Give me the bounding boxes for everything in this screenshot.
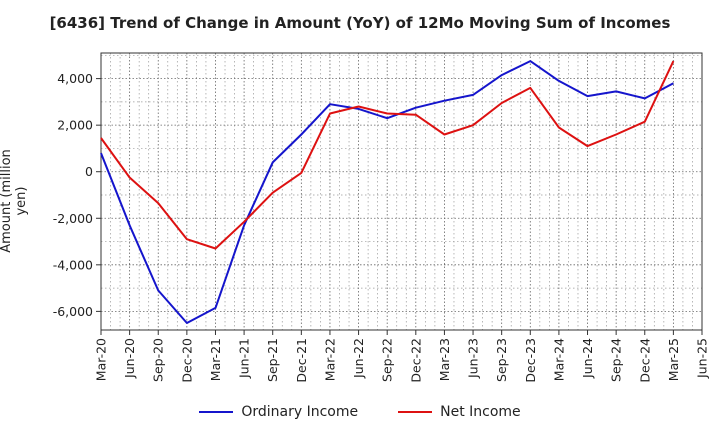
x-tick-label: Jun-25 (695, 338, 710, 379)
y-tick-label: -2,000 (53, 211, 93, 226)
x-tick-label: Dec-24 (637, 338, 652, 383)
x-tick-label: Mar-25 (666, 338, 681, 381)
x-tick-label: Jun-20 (122, 338, 137, 379)
x-tick-label: Dec-21 (294, 338, 309, 383)
x-tick-label: Mar-20 (94, 338, 109, 381)
legend-label-ordinary-income: Ordinary Income (241, 404, 359, 420)
x-tick-label: Sep-24 (609, 338, 624, 382)
axis-layer: -6,000 -4,000 -2,000 0 2,000 4,000 Mar-20 Jun-2… (53, 52, 710, 383)
x-tick-label: Mar-24 (551, 338, 566, 381)
chart-title: [6436] Trend of Change in Amount (YoY) o… (49, 14, 671, 32)
legend-label-net-income: Net Income (440, 404, 521, 420)
x-tick-label: Mar-23 (437, 338, 452, 381)
plot-area-border (100, 52, 703, 331)
y-tick-label: 2,000 (57, 118, 93, 133)
legend-swatch-net-income (398, 411, 433, 413)
x-tick-label: Sep-20 (151, 338, 166, 382)
x-tick-label: Jun-23 (466, 338, 481, 379)
legend-swatch-ordinary-income (199, 411, 234, 413)
y-tick-label: -6,000 (53, 304, 93, 319)
x-tick-label: Mar-21 (208, 338, 223, 381)
x-tick-label: Dec-20 (179, 338, 194, 383)
x-tick-label: Sep-21 (265, 338, 280, 382)
legend: Ordinary Income Net Income (0, 404, 720, 420)
legend-item-net-income: Net Income (398, 404, 521, 420)
x-tick-label: Jun-22 (351, 338, 366, 379)
x-tick-label: Sep-22 (380, 338, 395, 382)
series-line-net-income (100, 60, 675, 250)
y-tick-label: -4,000 (53, 257, 93, 272)
x-tick-label: Dec-23 (523, 338, 538, 383)
x-tick-label: Jun-21 (237, 338, 252, 379)
x-tick-label: Mar-22 (322, 338, 337, 381)
x-tick-label: Jun-24 (580, 338, 595, 379)
x-tick-label: Sep-23 (494, 338, 509, 382)
grid-layer (100, 53, 703, 330)
series-line-ordinary-income (100, 60, 674, 324)
legend-item-ordinary-income: Ordinary Income (199, 404, 358, 420)
y-tick-label: 0 (85, 164, 93, 179)
x-tick-label: Dec-22 (408, 338, 423, 383)
series-layer (100, 60, 675, 324)
y-tick-label: 4,000 (57, 71, 93, 86)
